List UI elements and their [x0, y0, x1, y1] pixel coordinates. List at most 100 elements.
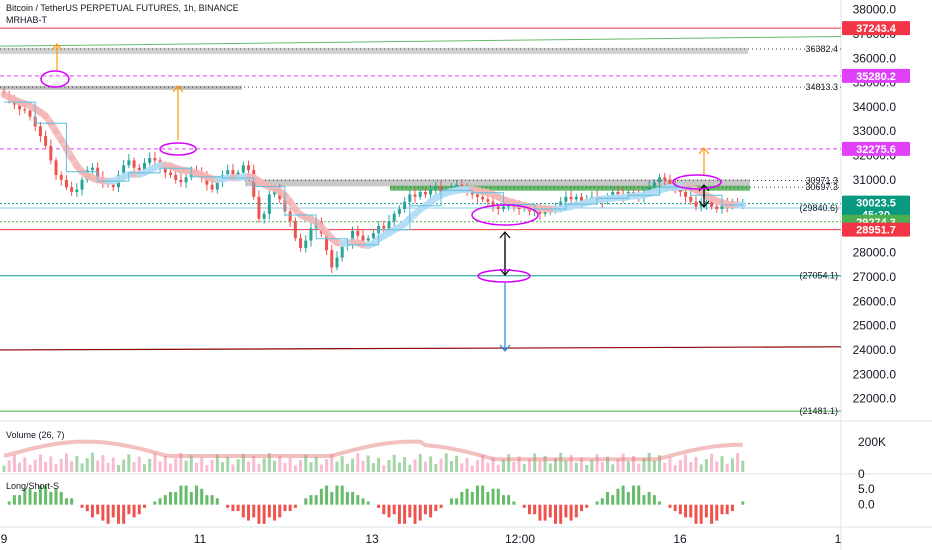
long-short-bar — [673, 504, 677, 512]
volume-bar — [96, 460, 100, 472]
candle[interactable] — [184, 174, 188, 189]
volume-bar — [299, 459, 303, 472]
volume-bar — [44, 461, 48, 472]
volume-bar — [111, 457, 115, 472]
candle[interactable] — [75, 183, 79, 197]
candle[interactable] — [663, 172, 667, 186]
long-short-bar — [33, 491, 37, 505]
candle[interactable] — [382, 220, 386, 233]
volume-panel[interactable]: 200K 0 — [2, 435, 887, 481]
volume-bar — [132, 462, 136, 472]
long-short-bar — [632, 485, 636, 505]
long-short-bar — [449, 498, 453, 505]
long-short-bar — [273, 504, 277, 521]
candle-body — [403, 201, 407, 209]
candle[interactable] — [413, 188, 417, 203]
long-short-bar — [12, 495, 16, 505]
volume-bar — [595, 454, 599, 472]
candle-body — [163, 167, 167, 173]
long-short-bar — [215, 498, 219, 505]
long-short-bar — [59, 491, 63, 505]
candle-body — [668, 179, 672, 185]
candle[interactable] — [64, 175, 68, 191]
long-short-bar — [132, 504, 136, 518]
volume-bar — [241, 453, 245, 472]
long-short-tick-label: 0.0 — [858, 498, 875, 512]
volume-bar — [153, 453, 157, 472]
candle[interactable] — [335, 251, 339, 271]
candle[interactable] — [423, 188, 427, 199]
candle[interactable] — [684, 188, 688, 203]
volume-bar — [507, 454, 511, 472]
target-arrow[interactable] — [499, 283, 511, 352]
candle[interactable] — [699, 197, 703, 212]
candle[interactable] — [293, 217, 297, 242]
candle[interactable] — [257, 190, 261, 223]
candle[interactable] — [288, 208, 292, 227]
price-tick-label: 28000.0 — [853, 246, 897, 260]
candle[interactable] — [44, 130, 48, 149]
candle[interactable] — [267, 190, 271, 220]
candle-body — [689, 196, 693, 202]
candle[interactable] — [262, 210, 266, 224]
candle[interactable] — [658, 173, 662, 188]
candle-body — [49, 145, 53, 161]
long-short-bar — [319, 488, 323, 505]
price-tags: 37243.435280.232275.630023.545:3029274.3… — [842, 21, 910, 237]
candle[interactable] — [153, 151, 157, 165]
candle[interactable] — [434, 181, 438, 196]
price-tick-label: 34000.0 — [853, 100, 897, 114]
candle[interactable] — [90, 163, 94, 175]
measure-arrow[interactable] — [499, 231, 511, 274]
time-axis[interactable]: 9 11 13 12:00 16 1 — [1, 532, 842, 546]
candle[interactable] — [569, 190, 573, 204]
long-short-bar — [647, 491, 651, 505]
target-arrow[interactable] — [698, 147, 710, 175]
long-short-panel[interactable]: 5.00.0 — [7, 482, 875, 524]
volume-bar — [689, 462, 693, 472]
candle[interactable] — [148, 152, 152, 166]
candle[interactable] — [38, 121, 42, 142]
level-label: 36382.4 — [805, 44, 838, 54]
candle[interactable] — [408, 188, 412, 207]
candle[interactable] — [59, 171, 63, 186]
candle[interactable] — [356, 225, 360, 239]
long-short-bar — [304, 498, 308, 505]
target-arrow[interactable] — [51, 43, 63, 70]
candle-body — [168, 172, 172, 175]
candle-body — [309, 228, 313, 241]
candle[interactable] — [418, 189, 422, 200]
candle[interactable] — [49, 139, 53, 165]
candle[interactable] — [429, 184, 433, 200]
volume-bar — [658, 455, 662, 472]
candle[interactable] — [564, 191, 568, 205]
volume-bar — [54, 464, 58, 472]
target-arrow[interactable] — [172, 85, 184, 140]
candle[interactable] — [694, 196, 698, 211]
volume-bar — [267, 453, 271, 472]
candle[interactable] — [392, 210, 396, 227]
volume-bar — [730, 458, 734, 472]
candle[interactable] — [127, 154, 131, 169]
candle[interactable] — [54, 157, 58, 180]
volume-bar — [195, 462, 199, 472]
candle[interactable] — [80, 176, 84, 196]
volume-bar — [247, 461, 251, 472]
price-tag-box — [842, 222, 910, 237]
candle[interactable] — [210, 181, 214, 193]
volume-bar — [408, 464, 412, 472]
candle[interactable] — [132, 157, 136, 172]
candle[interactable] — [397, 205, 401, 217]
candle[interactable] — [179, 173, 183, 188]
symbol-title: Bitcoin / TetherUS PERPETUAL FUTURES, 1h… — [6, 3, 239, 13]
candle[interactable] — [403, 197, 407, 213]
candle[interactable] — [299, 233, 303, 252]
candle[interactable] — [309, 222, 313, 247]
volume-bar — [600, 462, 604, 472]
candle[interactable] — [330, 244, 334, 274]
volume-bar — [80, 463, 84, 472]
candle[interactable] — [70, 181, 74, 196]
candle[interactable] — [304, 235, 308, 253]
